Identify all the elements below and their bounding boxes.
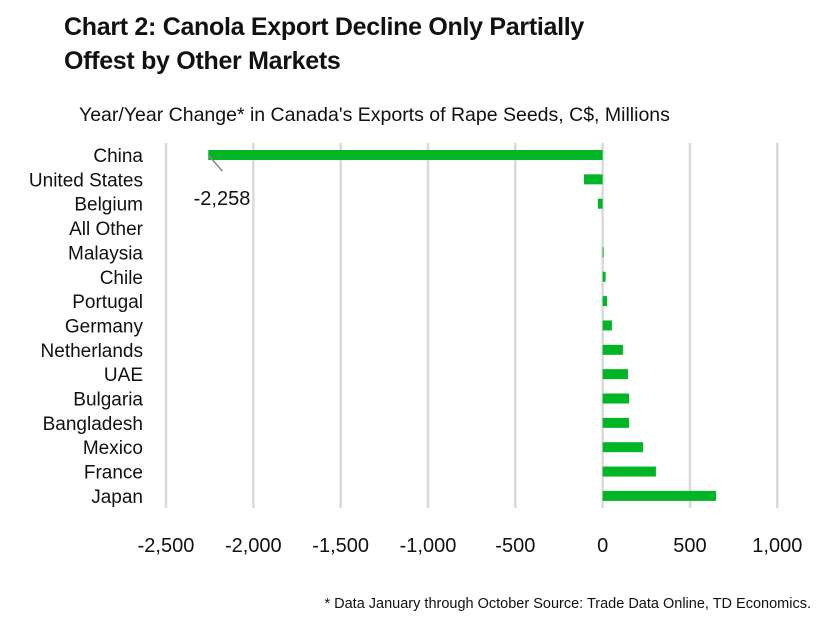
- category-label: France: [84, 463, 143, 484]
- category-label: All Other: [69, 219, 144, 240]
- x-tick-label: -500: [495, 535, 535, 557]
- x-tick-label: -2,500: [138, 535, 195, 557]
- bar-japan: [602, 490, 716, 501]
- annotation-leader-line: [207, 154, 223, 172]
- bar-china: [208, 150, 603, 160]
- bar-germany: [602, 320, 612, 331]
- category-label: Chile: [100, 268, 143, 289]
- bar-belgium: [597, 198, 603, 209]
- category-label: China: [93, 146, 143, 167]
- data-label-china: -2,258: [194, 188, 251, 210]
- x-tick-label: -1,500: [312, 535, 369, 557]
- category-label: Bangladesh: [43, 414, 143, 435]
- bar-bangladesh: [602, 417, 630, 428]
- category-label: Netherlands: [41, 341, 143, 362]
- category-label: Japan: [91, 487, 143, 508]
- bar-mexico: [602, 442, 643, 453]
- category-label: UAE: [104, 365, 143, 386]
- category-label: Bulgaria: [73, 390, 143, 411]
- bar-malaysia: [602, 247, 604, 258]
- x-tick-label: 1,000: [752, 535, 802, 557]
- title-line-1: Chart 2: Canola Export Decline Only Part…: [64, 13, 584, 41]
- x-tick-label: 0: [597, 535, 608, 557]
- source-note: * Data January through October Source: T…: [324, 596, 811, 612]
- category-label: United States: [29, 170, 143, 191]
- x-tick-label: -1,000: [400, 535, 457, 557]
- bar-uae: [602, 369, 628, 380]
- bar-bulgaria: [602, 393, 630, 404]
- x-tick-label: -2,000: [225, 535, 282, 557]
- bar-netherlands: [602, 344, 623, 355]
- bar-chile: [602, 271, 606, 282]
- bar-united-states: [583, 174, 603, 185]
- x-tick-label: 500: [673, 535, 706, 557]
- category-label: Portugal: [72, 292, 143, 313]
- title-line-2: Offest by Other Markets: [64, 47, 341, 75]
- chart-title: Chart 2: Canola Export Decline Only Part…: [64, 10, 584, 78]
- category-label: Belgium: [74, 195, 143, 216]
- category-label: Mexico: [83, 438, 143, 459]
- category-label: Malaysia: [68, 243, 143, 264]
- chart-subtitle: Year/Year Change* in Canada's Exports of…: [79, 104, 670, 126]
- bar-portugal: [602, 296, 608, 307]
- bar-france: [602, 466, 656, 477]
- category-label: Germany: [65, 316, 144, 337]
